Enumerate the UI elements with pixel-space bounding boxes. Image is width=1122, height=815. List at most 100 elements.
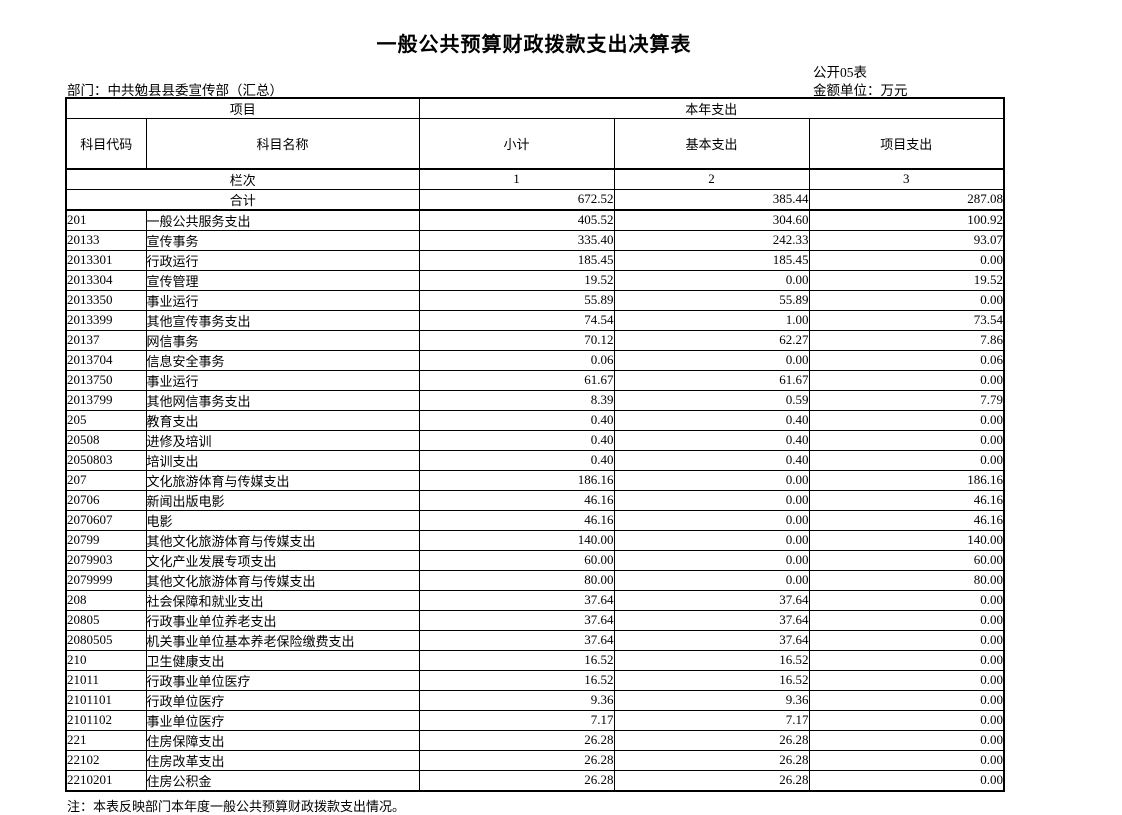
subtotal-cell: 74.54 (418, 309, 615, 331)
subject-code-header: 科目代码 (65, 118, 147, 170)
column-index-row: 栏次 1 2 3 (65, 168, 1005, 190)
total-subtotal-cell: 672.52 (418, 188, 615, 211)
subject-name-cell: 一般公共服务支出 (145, 209, 420, 231)
form-number-label: 公开05表 (813, 65, 867, 80)
basic-expenditure-cell: 26.28 (613, 729, 810, 751)
subject-code-cell: 2013704 (65, 349, 147, 371)
subject-code-cell: 2210201 (65, 769, 147, 791)
basic-expenditure-cell: 26.28 (613, 769, 810, 791)
subtotal-cell: 0.40 (418, 449, 615, 471)
project-expenditure-cell: 46.16 (808, 489, 1005, 511)
subject-code-cell: 2013799 (65, 389, 147, 411)
table-row: 2013399 其他宣传事务支出 74.54 1.00 73.54 (65, 309, 1005, 331)
subject-name-cell: 事业运行 (145, 289, 420, 311)
project-expenditure-cell: 0.00 (808, 429, 1005, 451)
basic-expenditure-cell: 0.00 (613, 489, 810, 511)
subject-code-cell: 20508 (65, 429, 147, 451)
project-expenditure-cell: 0.00 (808, 609, 1005, 631)
subject-name-cell: 机关事业单位基本养老保险缴费支出 (145, 629, 420, 651)
table-row: 205 教育支出 0.40 0.40 0.00 (65, 409, 1005, 431)
subtotal-cell: 140.00 (418, 529, 615, 551)
basic-expenditure-cell: 0.00 (613, 269, 810, 291)
basic-expenditure-cell: 37.64 (613, 589, 810, 611)
table-row: 2101102 事业单位医疗 7.17 7.17 0.00 (65, 709, 1005, 731)
subject-code-cell: 20706 (65, 489, 147, 511)
subtotal-cell: 16.52 (418, 649, 615, 671)
basic-expenditure-cell: 7.17 (613, 709, 810, 731)
project-expenditure-cell: 0.00 (808, 709, 1005, 731)
table-row: 2080505 机关事业单位基本养老保险缴费支出 37.64 37.64 0.00 (65, 629, 1005, 651)
project-expenditure-cell: 60.00 (808, 549, 1005, 571)
index-col-3: 3 (808, 168, 1005, 190)
basic-expenditure-cell: 0.00 (613, 349, 810, 371)
subject-name-cell: 其他网信事务支出 (145, 389, 420, 411)
subject-code-cell: 2013304 (65, 269, 147, 291)
subtotal-cell: 60.00 (418, 549, 615, 571)
table-row: 2210201 住房公积金 26.28 26.28 0.00 (65, 769, 1005, 791)
project-expenditure-cell: 0.00 (808, 589, 1005, 611)
subject-name-cell: 信息安全事务 (145, 349, 420, 371)
subject-code-cell: 201 (65, 209, 147, 231)
project-expenditure-cell: 46.16 (808, 509, 1005, 531)
subject-name-cell: 宣传管理 (145, 269, 420, 291)
project-expenditure-cell: 19.52 (808, 269, 1005, 291)
basic-expenditure-cell: 62.27 (613, 329, 810, 351)
table-row: 2013704 信息安全事务 0.06 0.00 0.06 (65, 349, 1005, 371)
subtotal-cell: 0.06 (418, 349, 615, 371)
subtotal-cell: 26.28 (418, 769, 615, 791)
table-row: 2013799 其他网信事务支出 8.39 0.59 7.79 (65, 389, 1005, 411)
basic-expenditure-cell: 61.67 (613, 369, 810, 391)
subtotal-cell: 26.28 (418, 729, 615, 751)
subject-code-cell: 205 (65, 409, 147, 431)
subject-code-cell: 20133 (65, 229, 147, 251)
current-year-group-header: 本年支出 (418, 97, 1005, 119)
subtotal-cell: 26.28 (418, 749, 615, 771)
table-row: 21011 行政事业单位医疗 16.52 16.52 0.00 (65, 669, 1005, 691)
subtotal-cell: 61.67 (418, 369, 615, 391)
total-basic-cell: 385.44 (613, 188, 810, 211)
basic-expenditure-cell: 242.33 (613, 229, 810, 251)
subject-name-cell: 行政单位医疗 (145, 689, 420, 711)
subject-name-cell: 社会保障和就业支出 (145, 589, 420, 611)
subject-name-cell: 电影 (145, 509, 420, 531)
table-row: 22102 住房改革支出 26.28 26.28 0.00 (65, 749, 1005, 771)
table-row: 2070607 电影 46.16 0.00 46.16 (65, 509, 1005, 531)
subtotal-cell: 186.16 (418, 469, 615, 491)
table-row: 207 文化旅游体育与传媒支出 186.16 0.00 186.16 (65, 469, 1005, 491)
subtotal-cell: 0.40 (418, 409, 615, 431)
project-expenditure-cell: 73.54 (808, 309, 1005, 331)
subject-code-cell: 2013301 (65, 249, 147, 271)
subtotal-cell: 55.89 (418, 289, 615, 311)
subject-name-header: 科目名称 (145, 118, 420, 170)
basic-expenditure-cell: 0.00 (613, 469, 810, 491)
table-row: 20799 其他文化旅游体育与传媒支出 140.00 0.00 140.00 (65, 529, 1005, 551)
subtotal-cell: 335.40 (418, 229, 615, 251)
subject-code-cell: 2101101 (65, 689, 147, 711)
table-row: 20706 新闻出版电影 46.16 0.00 46.16 (65, 489, 1005, 511)
subtotal-cell: 185.45 (418, 249, 615, 271)
department-label: 部门：中共勉县县委宣传部（汇总） (67, 83, 283, 98)
subject-name-cell: 文化产业发展专项支出 (145, 549, 420, 571)
subject-name-cell: 网信事务 (145, 329, 420, 351)
subject-name-cell: 其他文化旅游体育与传媒支出 (145, 529, 420, 551)
basic-expenditure-cell: 0.40 (613, 429, 810, 451)
basic-expenditure-cell: 16.52 (613, 669, 810, 691)
subtotal-cell: 37.64 (418, 589, 615, 611)
subject-code-cell: 2013750 (65, 369, 147, 391)
subject-code-cell: 20805 (65, 609, 147, 631)
project-expenditure-cell: 0.06 (808, 349, 1005, 371)
subject-code-cell: 2050803 (65, 449, 147, 471)
project-expenditure-cell: 80.00 (808, 569, 1005, 591)
table-row: 221 住房保障支出 26.28 26.28 0.00 (65, 729, 1005, 751)
table-body: 201 一般公共服务支出 405.52 304.60 100.92 20133 宣传事务 33… (65, 209, 1005, 791)
table-row: 20133 宣传事务 335.40 242.33 93.07 (65, 229, 1005, 251)
subject-code-cell: 2013399 (65, 309, 147, 331)
subject-name-cell: 行政运行 (145, 249, 420, 271)
project-group-header: 项目 (65, 97, 420, 119)
table-row: 208 社会保障和就业支出 37.64 37.64 0.00 (65, 589, 1005, 611)
table-row: 201 一般公共服务支出 405.52 304.60 100.92 (65, 209, 1005, 231)
subtotal-cell: 7.17 (418, 709, 615, 731)
total-row: 合计 672.52 385.44 287.08 (65, 188, 1005, 211)
table-row: 2101101 行政单位医疗 9.36 9.36 0.00 (65, 689, 1005, 711)
project-expenditure-cell: 140.00 (808, 529, 1005, 551)
